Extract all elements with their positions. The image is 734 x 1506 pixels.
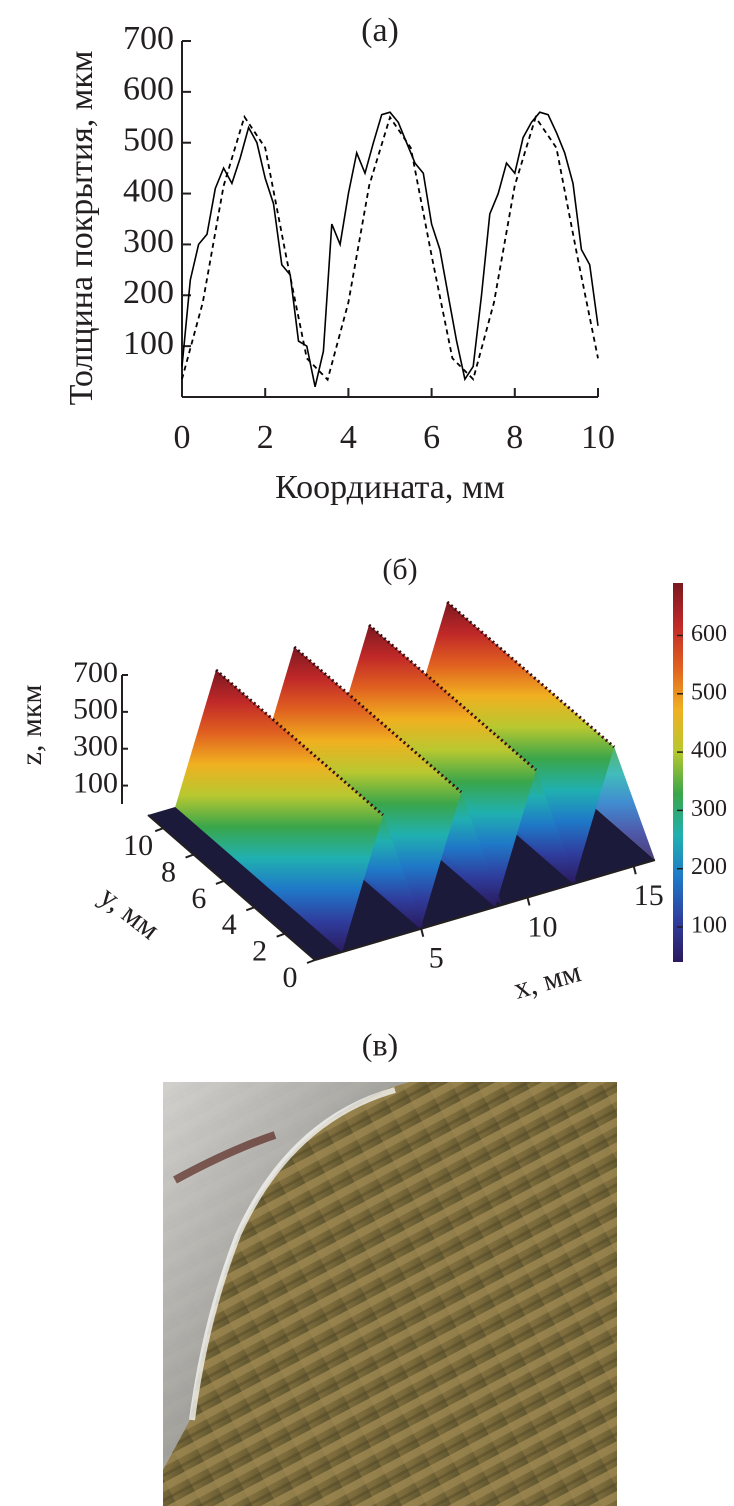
panel-b: (б) z, мкм y, мм x, мм 10030050070002468… xyxy=(15,553,727,1006)
colorbar-tick-label: 400 xyxy=(691,738,727,764)
z-tick-label: 500 xyxy=(73,693,118,726)
x-tick-label: 6 xyxy=(423,419,440,456)
surface-ridge xyxy=(406,602,615,884)
colorbar-tick-label: 300 xyxy=(691,796,727,822)
z-tick-label: 100 xyxy=(73,766,118,799)
y-tick xyxy=(245,906,255,912)
x-tick xyxy=(632,866,637,875)
x-tick xyxy=(526,897,531,906)
y-axis-label: Толщина покрытия, мкм xyxy=(63,51,100,406)
colorbar-tick-label: 200 xyxy=(691,854,727,880)
data-line xyxy=(181,114,599,382)
y-tick xyxy=(154,827,164,833)
z-axis-label: z, мкм xyxy=(15,685,48,766)
photo-edge xyxy=(173,1131,277,1184)
y-tick-label: 10 xyxy=(123,829,153,862)
y-tick-label: 2 xyxy=(252,935,267,968)
y-tick xyxy=(185,853,194,859)
x-tick xyxy=(420,928,425,937)
y-tick-label: 100 xyxy=(123,325,174,362)
surface-ridge xyxy=(175,670,383,952)
colorbar-tick-label: 500 xyxy=(691,679,727,705)
y-tick-label: 0 xyxy=(283,961,298,994)
surface-ridge xyxy=(328,625,536,907)
z-tick-label: 700 xyxy=(73,656,118,689)
x-axis xyxy=(314,859,656,961)
data-line xyxy=(181,111,599,387)
panel-a: (а) Толщина покрытия, мкм Координата, мм… xyxy=(63,12,615,506)
y-tick-label: 8 xyxy=(161,855,176,888)
colorbar xyxy=(673,583,683,962)
x-tick-label: 10 xyxy=(581,419,615,456)
x-axis-label: x, мм xyxy=(510,955,584,1005)
y-tick-label: 6 xyxy=(191,882,206,915)
x-tick-label: 4 xyxy=(340,419,357,456)
y-tick xyxy=(215,879,225,885)
y-tick-label: 300 xyxy=(123,223,174,260)
y-tick-label: 4 xyxy=(222,908,237,941)
y-axis xyxy=(147,814,316,961)
y-axis-label: y, мм xyxy=(93,880,165,947)
x-tick-label: 0 xyxy=(174,419,191,456)
surface-ridge-noise xyxy=(368,623,537,772)
panel-c: (в) xyxy=(163,1026,617,1506)
surface-ridge-noise xyxy=(215,668,384,817)
panel-title: (в) xyxy=(362,1026,398,1062)
y-tick-label: 600 xyxy=(123,71,174,108)
colorbar-tick-label: 600 xyxy=(691,621,727,647)
panel-title: (а) xyxy=(361,12,399,49)
x-tick-label: 15 xyxy=(634,879,664,912)
y-tick xyxy=(306,959,316,964)
y-tick-label: 700 xyxy=(123,20,174,57)
x-axis-label: Координата, мм xyxy=(275,469,505,506)
y-tick xyxy=(276,932,285,938)
surface-ridge-noise xyxy=(293,645,463,794)
y-tick-label: 200 xyxy=(123,274,174,311)
panel-title: (б) xyxy=(382,553,417,586)
photo-glass xyxy=(163,1082,410,1470)
surface-ridge xyxy=(253,647,462,929)
photo-highlight xyxy=(189,1087,396,1421)
x-tick-label: 8 xyxy=(506,419,523,456)
y-tick-label: 500 xyxy=(123,122,174,159)
x-tick-label: 5 xyxy=(429,942,444,975)
surface-ridge-noise xyxy=(446,600,616,749)
y-tick-label: 400 xyxy=(123,172,174,209)
x-tick-label: 10 xyxy=(528,910,558,943)
colorbar-tick-label: 100 xyxy=(691,913,727,939)
x-tick-label: 2 xyxy=(257,419,274,456)
z-tick-label: 300 xyxy=(73,730,118,763)
